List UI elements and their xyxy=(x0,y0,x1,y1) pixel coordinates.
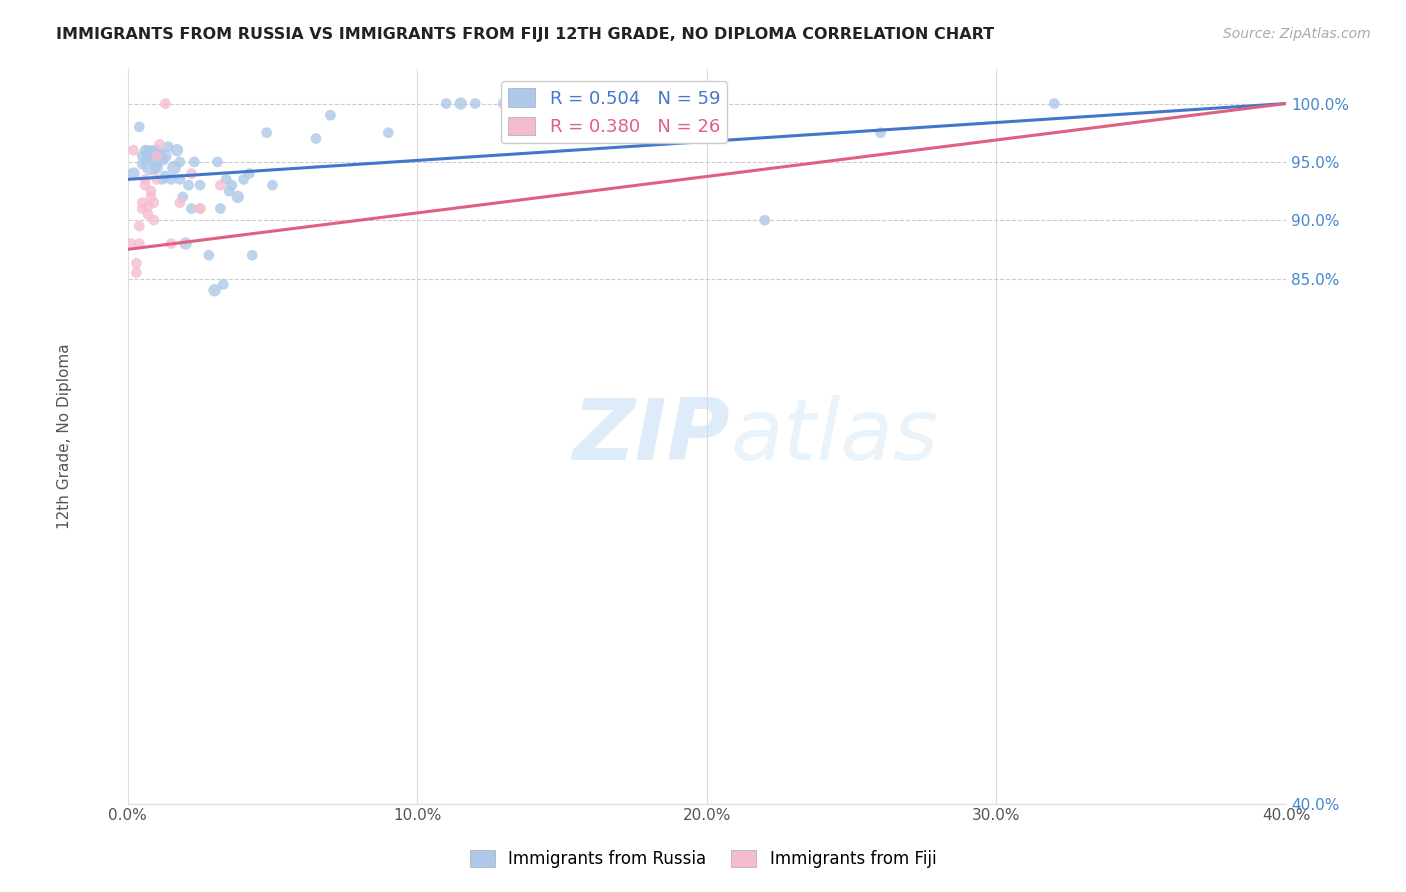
Point xyxy=(145,143,167,157)
Point xyxy=(188,202,211,216)
Point xyxy=(319,108,342,122)
Point xyxy=(125,266,148,280)
Point xyxy=(209,178,232,193)
Text: Source: ZipAtlas.com: Source: ZipAtlas.com xyxy=(1223,27,1371,41)
Point xyxy=(198,248,221,262)
Point xyxy=(152,153,174,167)
Point xyxy=(169,172,191,186)
Point xyxy=(207,154,229,169)
Point xyxy=(166,143,188,157)
Point xyxy=(377,126,399,140)
Point xyxy=(869,126,891,140)
Point xyxy=(522,96,544,111)
Point xyxy=(160,172,183,186)
Point xyxy=(221,178,243,193)
Text: ZIP: ZIP xyxy=(572,394,730,477)
Point xyxy=(434,96,457,111)
Point xyxy=(232,172,254,186)
Legend: Immigrants from Russia, Immigrants from Fiji: Immigrants from Russia, Immigrants from … xyxy=(463,843,943,875)
Point xyxy=(1043,96,1066,111)
Point xyxy=(149,145,172,160)
Point xyxy=(155,149,177,163)
Point xyxy=(128,219,150,233)
Point xyxy=(134,172,156,186)
Point xyxy=(579,96,602,111)
Point xyxy=(134,178,156,193)
Point xyxy=(142,145,165,160)
Point xyxy=(139,184,162,198)
Point xyxy=(128,236,150,251)
Point xyxy=(145,154,167,169)
Point xyxy=(157,139,180,153)
Point xyxy=(142,143,165,157)
Point xyxy=(188,202,211,216)
Point xyxy=(209,202,232,216)
Point xyxy=(226,190,249,204)
Point xyxy=(212,277,235,292)
Point xyxy=(131,157,153,171)
Legend: R = 0.504   N = 59, R = 0.380   N = 26: R = 0.504 N = 59, R = 0.380 N = 26 xyxy=(501,81,727,144)
Point xyxy=(609,96,631,111)
Point xyxy=(172,190,194,204)
Point xyxy=(155,169,177,183)
Point xyxy=(218,184,240,198)
Point xyxy=(142,149,165,163)
Point xyxy=(155,96,177,111)
Point xyxy=(169,154,191,169)
Point xyxy=(128,120,150,134)
Point xyxy=(177,178,200,193)
Point xyxy=(120,236,142,251)
Point xyxy=(136,207,159,221)
Point xyxy=(450,96,472,111)
Point xyxy=(160,236,183,251)
Point xyxy=(142,213,165,227)
Point xyxy=(188,178,211,193)
Text: IMMIGRANTS FROM RUSSIA VS IMMIGRANTS FROM FIJI 12TH GRADE, NO DIPLOMA CORRELATIO: IMMIGRANTS FROM RUSSIA VS IMMIGRANTS FRO… xyxy=(56,27,994,42)
Point xyxy=(136,149,159,163)
Point xyxy=(262,178,284,193)
Point xyxy=(131,202,153,216)
Point xyxy=(464,96,486,111)
Point xyxy=(139,190,162,204)
Point xyxy=(163,161,186,175)
Point xyxy=(145,161,167,175)
Point xyxy=(174,236,197,251)
Point xyxy=(125,256,148,270)
Point xyxy=(180,202,202,216)
Point xyxy=(122,143,145,157)
Point xyxy=(134,143,156,157)
Point xyxy=(131,195,153,210)
Point xyxy=(180,167,202,181)
Point xyxy=(149,137,172,152)
Point xyxy=(139,158,162,172)
Point xyxy=(204,283,226,297)
Point xyxy=(238,167,260,181)
Point xyxy=(169,195,191,210)
Point xyxy=(152,172,174,186)
Point xyxy=(136,143,159,157)
Point xyxy=(142,195,165,210)
Point xyxy=(240,248,263,262)
Point xyxy=(145,149,167,163)
Point xyxy=(256,126,278,140)
Point xyxy=(122,167,145,181)
Point xyxy=(145,172,167,186)
Point xyxy=(139,153,162,167)
Point xyxy=(183,154,205,169)
Point xyxy=(494,96,516,111)
Y-axis label: 12th Grade, No Diploma: 12th Grade, No Diploma xyxy=(58,343,72,529)
Point xyxy=(215,172,238,186)
Point xyxy=(754,213,776,227)
Text: atlas: atlas xyxy=(730,394,938,477)
Point xyxy=(131,149,153,163)
Point xyxy=(305,131,328,145)
Point xyxy=(136,199,159,213)
